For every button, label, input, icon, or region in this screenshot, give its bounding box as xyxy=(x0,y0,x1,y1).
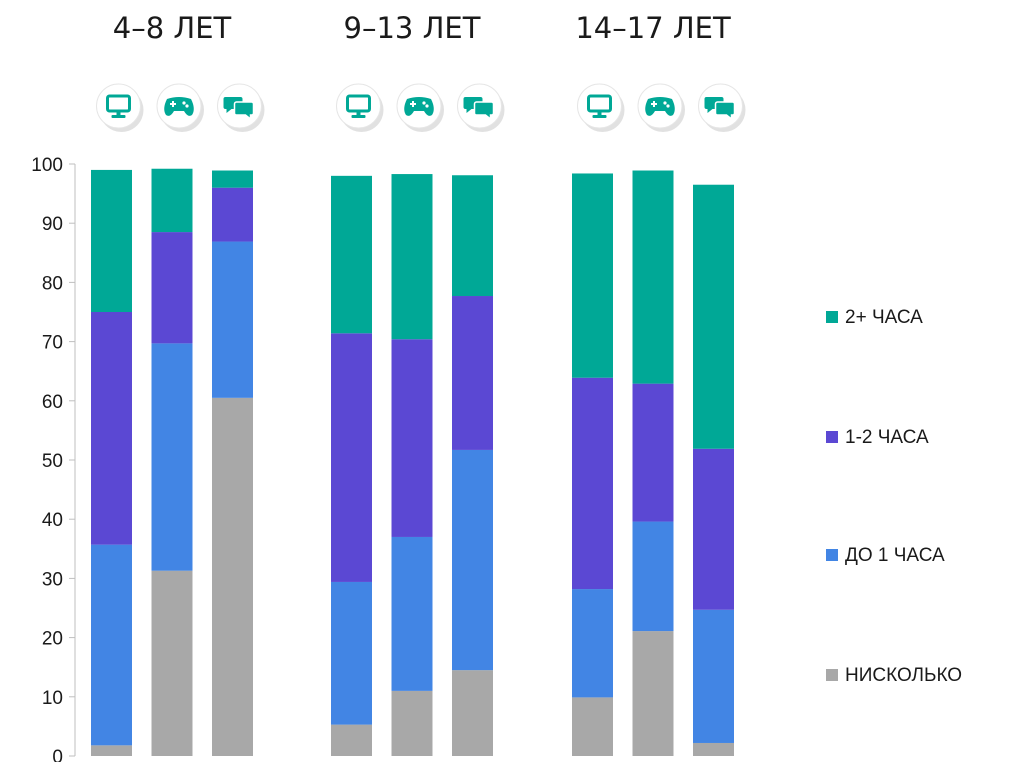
icon-badge xyxy=(96,83,141,129)
monitor-icon-glyph xyxy=(346,94,371,118)
gamepad-icon-glyph xyxy=(645,97,675,116)
group-title: 4–8 ЛЕТ xyxy=(113,11,232,45)
bar-segment xyxy=(391,339,433,537)
monitor-neck xyxy=(116,111,121,115)
bar-segment xyxy=(151,168,193,233)
bar-segment xyxy=(91,312,132,545)
group-titles: 4–8 ЛЕТ 9–13 ЛЕТ 14–17 ЛЕТ xyxy=(113,11,731,45)
y-tick-label: 0 xyxy=(52,747,63,762)
bar-icons xyxy=(96,83,746,132)
bar-segment xyxy=(693,609,734,743)
chat-bubble-front xyxy=(233,101,255,121)
y-tick-label: 90 xyxy=(42,214,63,235)
bar-segment xyxy=(391,536,433,691)
chat-icon-glyph xyxy=(463,97,495,121)
bar-segment xyxy=(331,175,372,334)
gamepad-button xyxy=(422,101,426,105)
bar-segment xyxy=(632,170,674,384)
legend-swatch xyxy=(826,311,838,323)
bar-segment xyxy=(331,581,372,725)
gamepad-button xyxy=(425,104,429,108)
legend-swatch xyxy=(826,431,838,443)
legend-label: 2+ ЧАСА xyxy=(845,307,923,328)
legend-label: НИСКОЛЬКО xyxy=(845,665,962,686)
chat-icon-glyph xyxy=(223,97,255,121)
monitor-stand xyxy=(592,115,607,118)
bar-segment xyxy=(212,170,253,188)
gamepad-icon-glyph xyxy=(404,97,434,116)
group-title: 14–17 ЛЕТ xyxy=(575,11,731,45)
bar-segment xyxy=(151,570,193,756)
chat-bubble-front xyxy=(473,101,495,121)
bar-segment xyxy=(572,173,613,378)
y-tick-label: 50 xyxy=(42,451,63,472)
monitor-icon-glyph xyxy=(106,94,131,118)
monitor-neck xyxy=(597,111,602,115)
bar-segment xyxy=(212,187,253,242)
legend-label: ДО 1 ЧАСА xyxy=(845,545,945,566)
bar-segment xyxy=(693,448,734,610)
gamepad-button xyxy=(666,104,670,108)
monitor-neck xyxy=(356,111,361,115)
bar-segment xyxy=(572,589,613,698)
bar-segment xyxy=(452,449,493,671)
group-title: 9–13 ЛЕТ xyxy=(344,11,481,45)
bar-segment xyxy=(632,521,674,632)
gamepad-body xyxy=(404,97,434,116)
y-tick-label: 30 xyxy=(42,569,63,590)
icon-badge xyxy=(577,83,622,129)
legend-swatch xyxy=(826,669,838,681)
bar-segment xyxy=(452,175,493,297)
bar-segment xyxy=(331,724,372,756)
bar-segment xyxy=(212,241,253,398)
bar-segment xyxy=(391,174,433,340)
bar-segment xyxy=(151,343,193,571)
gamepad-button xyxy=(185,104,189,108)
bars xyxy=(91,168,734,756)
y-tick-label: 70 xyxy=(42,333,63,354)
bar-segment xyxy=(693,184,734,449)
gamepad-icon-glyph xyxy=(164,97,194,116)
dpad-v xyxy=(412,101,414,107)
y-tick-label: 60 xyxy=(42,392,63,413)
bar-segment xyxy=(91,544,132,746)
bar-segment xyxy=(693,742,734,756)
y-tick-label: 100 xyxy=(31,155,63,176)
chat-icon-glyph xyxy=(704,97,736,121)
chat-bubble-front xyxy=(714,101,736,121)
y-tick-label: 40 xyxy=(42,510,63,531)
bar-segment xyxy=(391,690,433,756)
bar-segment xyxy=(91,169,132,312)
monitor-stand xyxy=(111,115,126,118)
y-tick-label: 80 xyxy=(42,273,63,294)
bar-segment xyxy=(452,296,493,450)
y-tick-label: 10 xyxy=(42,688,63,709)
gamepad-body xyxy=(164,97,194,116)
dpad-v xyxy=(653,101,655,107)
monitor-icon-glyph xyxy=(587,94,612,118)
bar-segment xyxy=(632,631,674,756)
legend-swatch xyxy=(826,549,838,561)
monitor-stand xyxy=(351,115,366,118)
icon-badge xyxy=(336,83,381,129)
legend: 2+ ЧАСА 1-2 ЧАСА ДО 1 ЧАСА НИСКОЛЬКО xyxy=(826,307,962,686)
legend-label: 1-2 ЧАСА xyxy=(845,427,929,448)
bar-segment xyxy=(91,745,132,756)
dpad-v xyxy=(172,101,174,107)
gamepad-button xyxy=(182,101,186,105)
gamepad-button xyxy=(663,101,667,105)
bar-segment xyxy=(151,232,193,344)
y-tick-label: 20 xyxy=(42,629,63,650)
gamepad-body xyxy=(645,97,675,116)
bar-segment xyxy=(572,377,613,590)
bar-segment xyxy=(331,333,372,582)
y-axis: 0 10 20 30 40 50 60 70 80 90 100 xyxy=(31,155,76,762)
bar-segment xyxy=(452,670,493,756)
bar-segment xyxy=(632,383,674,522)
bar-segment xyxy=(212,397,253,756)
bar-segment xyxy=(572,697,613,756)
